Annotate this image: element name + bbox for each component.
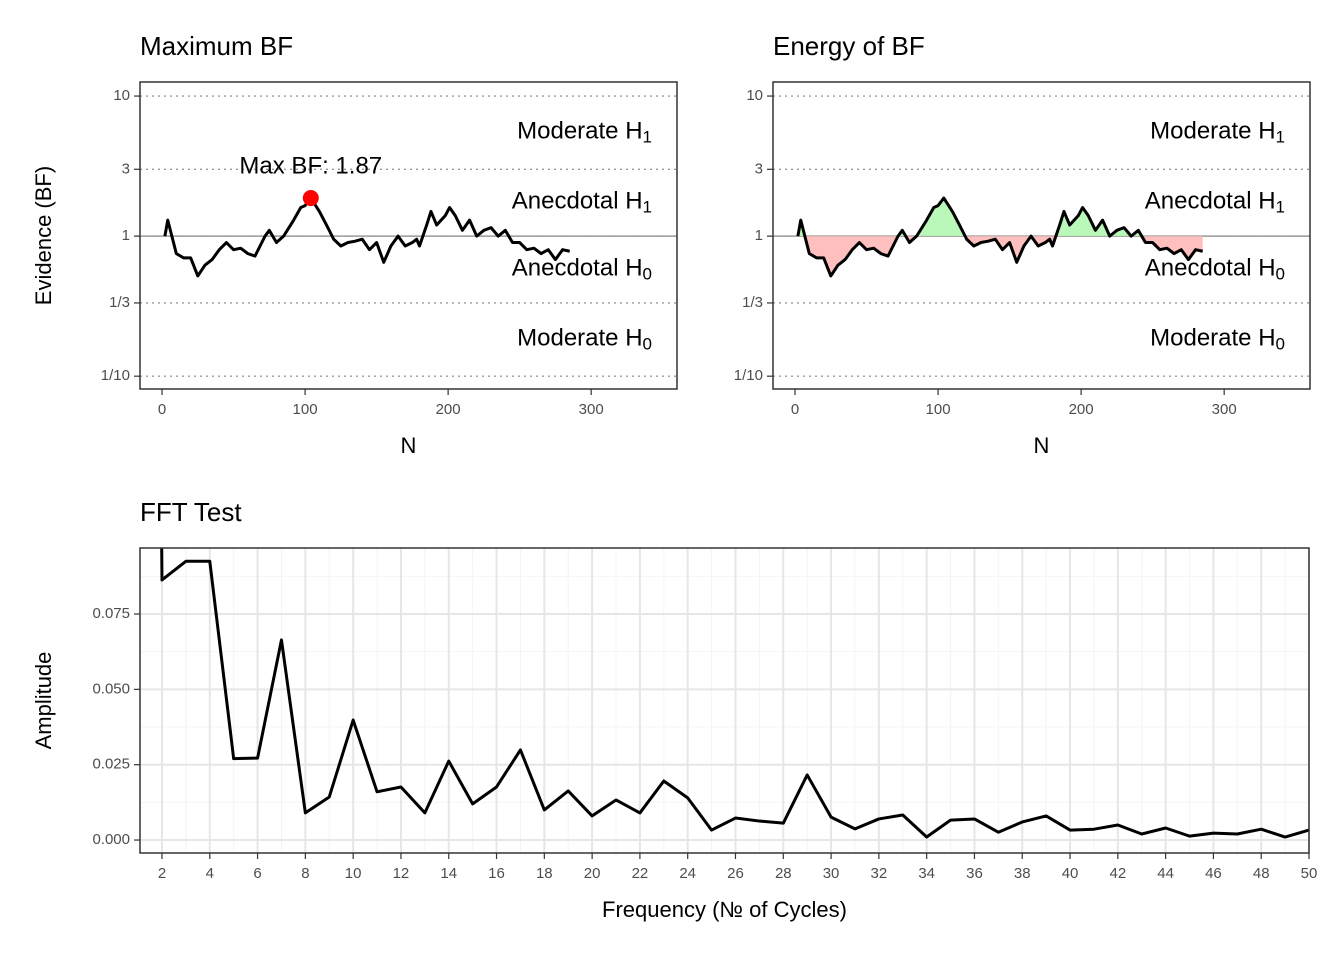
region-label: Moderate H0 bbox=[517, 325, 652, 354]
chart-title: Maximum BF bbox=[140, 31, 293, 61]
x-axis-label: N bbox=[401, 433, 417, 458]
region-label-sub: 1 bbox=[643, 128, 652, 147]
x-tick-label: 28 bbox=[775, 865, 792, 882]
x-tick-label: 40 bbox=[1062, 865, 1079, 882]
y-tick-label: 3 bbox=[122, 160, 130, 177]
y-tick-label: 1/10 bbox=[101, 367, 130, 384]
plot-area bbox=[160, 548, 1309, 839]
region-label-text: Anecdotal H bbox=[512, 188, 643, 215]
chart-title: FFT Test bbox=[140, 497, 242, 527]
x-tick-label: 6 bbox=[253, 865, 261, 882]
region-label-text: Anecdotal H bbox=[1145, 255, 1276, 282]
y-tick-label: 3 bbox=[755, 160, 763, 177]
x-tick-label: 100 bbox=[293, 401, 318, 418]
panel-border bbox=[772, 81, 1311, 390]
x-tick-label: 30 bbox=[823, 865, 840, 882]
x-tick-label: 100 bbox=[926, 401, 951, 418]
max-label: Max BF: 1.87 bbox=[239, 152, 382, 179]
x-tick-label: 42 bbox=[1109, 865, 1126, 882]
x-tick-label: 4 bbox=[206, 865, 214, 882]
x-tick-label: 0 bbox=[158, 401, 166, 418]
region-label-sub: 0 bbox=[643, 335, 652, 354]
y-tick-label: 1/3 bbox=[109, 294, 130, 311]
x-tick-label: 44 bbox=[1157, 865, 1174, 882]
x-tick-label: 38 bbox=[1014, 865, 1031, 882]
chart-title: Energy of BF bbox=[773, 31, 925, 61]
x-tick-label: 32 bbox=[871, 865, 888, 882]
y-tick-label: 1 bbox=[122, 227, 130, 244]
x-tick-label: 16 bbox=[488, 865, 505, 882]
x-tick-label: 26 bbox=[727, 865, 744, 882]
x-tick-label: 20 bbox=[584, 865, 601, 882]
plot-area bbox=[796, 196, 1204, 278]
area-below bbox=[804, 236, 1203, 276]
y-tick-label: 1/10 bbox=[734, 367, 763, 384]
y-axis-label: Evidence (BF) bbox=[31, 166, 56, 305]
x-axis-label: Frequency (№ of Cycles) bbox=[602, 897, 847, 922]
y-tick-label: 10 bbox=[113, 87, 130, 104]
x-tick-label: 36 bbox=[966, 865, 983, 882]
x-tick-label: 10 bbox=[345, 865, 362, 882]
x-tick-label: 200 bbox=[436, 401, 461, 418]
region-label-sub: 1 bbox=[1276, 128, 1285, 147]
region-label-sub: 1 bbox=[1276, 198, 1285, 217]
region-label-text: Anecdotal H bbox=[1145, 188, 1276, 215]
region-label: Moderate H1 bbox=[517, 118, 652, 147]
plot-area bbox=[163, 196, 571, 278]
region-label-sub: 0 bbox=[643, 265, 652, 284]
x-tick-label: 48 bbox=[1253, 865, 1270, 882]
x-tick-label: 8 bbox=[301, 865, 309, 882]
panel-border bbox=[139, 81, 678, 390]
region-label-sub: 0 bbox=[1276, 265, 1285, 284]
x-tick-label: 2 bbox=[158, 865, 166, 882]
y-tick-label: 0.000 bbox=[92, 831, 130, 848]
y-axis-label: Amplitude bbox=[31, 652, 56, 750]
region-label: Anecdotal H1 bbox=[512, 188, 652, 217]
x-tick-label: 46 bbox=[1205, 865, 1222, 882]
line bbox=[796, 196, 1204, 278]
x-tick-label: 22 bbox=[632, 865, 649, 882]
x-tick-label: 300 bbox=[579, 401, 604, 418]
region-label: Anecdotal H0 bbox=[1145, 255, 1285, 284]
max-point bbox=[302, 190, 319, 207]
y-tick-label: 0.050 bbox=[92, 680, 130, 697]
area-above bbox=[797, 198, 1203, 237]
x-tick-label: 200 bbox=[1069, 401, 1094, 418]
x-tick-label: 300 bbox=[1212, 401, 1237, 418]
region-label-text: Moderate H bbox=[1150, 325, 1275, 352]
region-label-text: Moderate H bbox=[1150, 118, 1275, 145]
region-label-text: Anecdotal H bbox=[512, 255, 643, 282]
y-tick-label: 0.075 bbox=[92, 605, 130, 622]
y-tick-label: 1/3 bbox=[742, 294, 763, 311]
region-label-sub: 1 bbox=[643, 198, 652, 217]
region-label: Moderate H0 bbox=[1150, 325, 1285, 354]
region-label-sub: 0 bbox=[1276, 335, 1285, 354]
x-tick-label: 12 bbox=[393, 865, 410, 882]
region-label-text: Moderate H bbox=[517, 118, 642, 145]
line bbox=[160, 548, 1309, 839]
x-tick-label: 0 bbox=[791, 401, 799, 418]
region-label: Anecdotal H0 bbox=[512, 255, 652, 284]
x-axis-label: N bbox=[1034, 433, 1050, 458]
panel-border bbox=[139, 547, 1310, 854]
y-tick-label: 1 bbox=[755, 227, 763, 244]
x-tick-label: 34 bbox=[918, 865, 935, 882]
x-tick-label: 14 bbox=[440, 865, 457, 882]
line bbox=[163, 196, 571, 278]
region-label-text: Moderate H bbox=[517, 325, 642, 352]
x-tick-label: 50 bbox=[1301, 865, 1318, 882]
x-tick-label: 18 bbox=[536, 865, 553, 882]
region-label: Moderate H1 bbox=[1150, 118, 1285, 147]
y-tick-label: 0.025 bbox=[92, 756, 130, 773]
y-tick-label: 10 bbox=[746, 87, 763, 104]
region-label: Anecdotal H1 bbox=[1145, 188, 1285, 217]
x-tick-label: 24 bbox=[679, 865, 696, 882]
